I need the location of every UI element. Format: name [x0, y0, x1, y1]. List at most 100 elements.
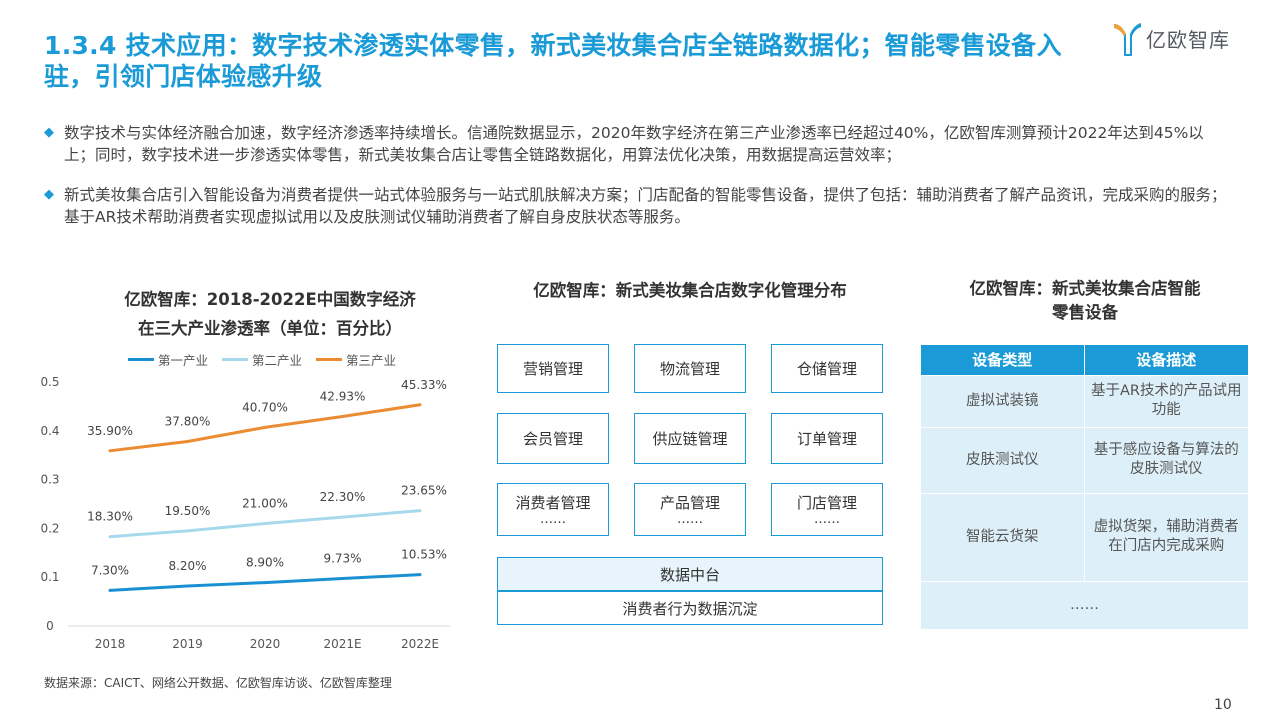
bullet-list: ◆ 数字技术与实体经济融合加速，数字经济渗透率持续增长。信通院数据显示，2020… — [44, 122, 1234, 246]
module-box: 物流管理 — [634, 344, 746, 393]
data-point — [263, 581, 267, 585]
data-label: 23.65% — [401, 484, 447, 498]
x-tick-label: 2020 — [250, 637, 281, 651]
legend-swatch — [128, 358, 154, 361]
device-desc-cell: 基于AR技术的产品试用功能 — [1084, 375, 1248, 428]
diamond-bullet-icon: ◆ — [44, 187, 54, 202]
data-label: 8.20% — [168, 559, 206, 573]
module-label: 物流管理 — [659, 359, 720, 378]
legend-label: 第一产业 — [158, 353, 209, 368]
x-tick-label: 2019 — [172, 637, 203, 651]
data-point — [186, 529, 189, 533]
legend-label: 第三产业 — [346, 353, 397, 368]
table-header-row: 设备类型 设备描述 — [921, 345, 1248, 376]
table-more-cell: …… — [921, 581, 1248, 630]
device-table-title-line-2: 零售设备 — [1052, 303, 1118, 322]
module-label: 消费者管理 — [515, 493, 591, 512]
data-label: 8.90% — [246, 556, 284, 570]
bullet-text: 数字技术与实体经济融合加速，数字经济渗透率持续增长。信通院数据显示，2020年数… — [64, 124, 1204, 164]
module-box: 供应链管理 — [634, 413, 746, 464]
management-diagram-title: 亿欧智库：新式美妆集合店数字化管理分布 — [533, 281, 847, 300]
module-box: 消费者管理 …… — [497, 483, 609, 536]
bullet-item: ◆ 新式美妆集合店引入智能设备为消费者提供一站式体验服务与一站式肌肤解决方案；门… — [44, 184, 1234, 228]
module-label: 订单管理 — [796, 429, 857, 448]
y-tick-label: 0.1 — [40, 570, 59, 584]
module-box: 门店管理 …… — [771, 483, 883, 536]
module-box: 仓储管理 — [771, 344, 883, 393]
y-tick-label: 0 — [46, 619, 54, 633]
data-label: 10.53% — [401, 548, 447, 562]
legend-swatch — [316, 358, 343, 361]
data-point — [108, 588, 112, 592]
bullet-text: 新式美妆集合店引入智能设备为消费者提供一站式体验服务与一站式肌肤解决方案；门店配… — [64, 186, 1227, 226]
table-row: …… — [921, 581, 1248, 630]
data-source-note: 数据来源：CAICT、网络公开数据、亿欧智库访谈、亿欧智库整理 — [44, 676, 392, 690]
module-ellipsis: …… — [540, 511, 566, 527]
module-ellipsis: …… — [814, 511, 840, 527]
device-desc-cell: 虚拟货架，辅助消费者在门店内完成采购 — [1084, 493, 1248, 582]
data-point — [341, 415, 344, 419]
legend-item-primary: 第一产业 — [128, 350, 208, 369]
column-header: 设备描述 — [1084, 345, 1248, 376]
chart-title-line-1: 亿欧智库：2018-2022E中国数字经济 — [124, 290, 416, 309]
y-tick-label: 0.4 — [40, 424, 59, 438]
data-point — [263, 425, 267, 429]
data-point — [186, 584, 189, 588]
table-row: 虚拟试装镜 基于AR技术的产品试用功能 — [921, 375, 1248, 428]
module-label: 供应链管理 — [652, 429, 728, 448]
module-ellipsis: …… — [677, 511, 703, 527]
module-box: 会员管理 — [497, 413, 609, 464]
table-row: 智能云货架 虚拟货架，辅助消费者在门店内完成采购 — [921, 493, 1248, 582]
data-label: 7.30% — [91, 563, 129, 577]
module-box: 产品管理 …… — [634, 483, 746, 536]
data-label: 45.33% — [401, 378, 447, 392]
y-tick-label: 0.2 — [40, 521, 59, 535]
module-label: 会员管理 — [522, 429, 583, 448]
device-table-title: 亿欧智库：新式美妆集合店智能 零售设备 — [922, 277, 1248, 325]
bullet-item: ◆ 数字技术与实体经济融合加速，数字经济渗透率持续增长。信通院数据显示，2020… — [44, 122, 1234, 166]
legend-swatch — [222, 358, 249, 361]
y-tick-label: 0.3 — [40, 473, 59, 487]
data-platform-label: 数据中台 — [659, 565, 720, 584]
table-row: 皮肤测试仪 基于感应设备与算法的皮肤测试仪 — [921, 427, 1248, 494]
device-type-cell: 皮肤测试仪 — [921, 427, 1085, 494]
legend-label: 第二产业 — [252, 353, 303, 368]
module-box: 营销管理 — [497, 344, 609, 393]
data-point — [341, 515, 344, 519]
data-label: 37.80% — [165, 415, 211, 429]
x-tick-label: 2021E — [323, 637, 361, 651]
x-tick-label: 2022E — [401, 637, 439, 651]
data-label: 19.50% — [165, 504, 211, 518]
data-label: 42.93% — [320, 390, 366, 404]
diamond-bullet-icon: ◆ — [44, 125, 54, 140]
data-label: 40.70% — [242, 400, 288, 414]
data-point — [108, 449, 112, 453]
data-point — [418, 403, 422, 407]
module-label: 产品管理 — [659, 493, 720, 512]
consumer-data-label: 消费者行为数据沉淀 — [622, 599, 758, 618]
y-tick-label: 0.5 — [40, 375, 59, 389]
logo: 亿欧智库 — [1112, 18, 1252, 58]
column-header: 设备类型 — [921, 345, 1085, 376]
device-desc-cell: 基于感应设备与算法的皮肤测试仪 — [1084, 427, 1248, 494]
data-point — [341, 577, 344, 581]
data-point — [186, 440, 189, 444]
legend-item-secondary: 第二产业 — [222, 350, 302, 369]
data-point — [418, 509, 422, 513]
page-number: 10 — [1214, 697, 1232, 713]
data-label: 35.90% — [87, 424, 133, 438]
device-table-title-line-1: 亿欧智库：新式美妆集合店智能 — [969, 279, 1201, 298]
data-label: 21.00% — [242, 497, 288, 511]
legend-item-tertiary: 第三产业 — [316, 350, 396, 369]
page-title: 1.3.4 技术应用：数字技术渗透实体零售，新式美妆集合店全链路数据化；智能零售… — [44, 31, 1062, 91]
data-point — [418, 573, 422, 577]
module-label: 仓储管理 — [796, 359, 857, 378]
data-label: 22.30% — [320, 490, 366, 504]
logo-mark-icon — [1114, 23, 1141, 56]
chart-title-line-2: 在三大产业渗透率（单位：百分比） — [138, 319, 402, 338]
device-table: 设备类型 设备描述 虚拟试装镜 基于AR技术的产品试用功能 皮肤测试仪 基于感应… — [921, 345, 1248, 630]
module-label: 营销管理 — [522, 359, 583, 378]
data-point — [108, 535, 112, 539]
device-type-cell: 虚拟试装镜 — [921, 375, 1085, 428]
x-tick-label: 2018 — [95, 637, 126, 651]
